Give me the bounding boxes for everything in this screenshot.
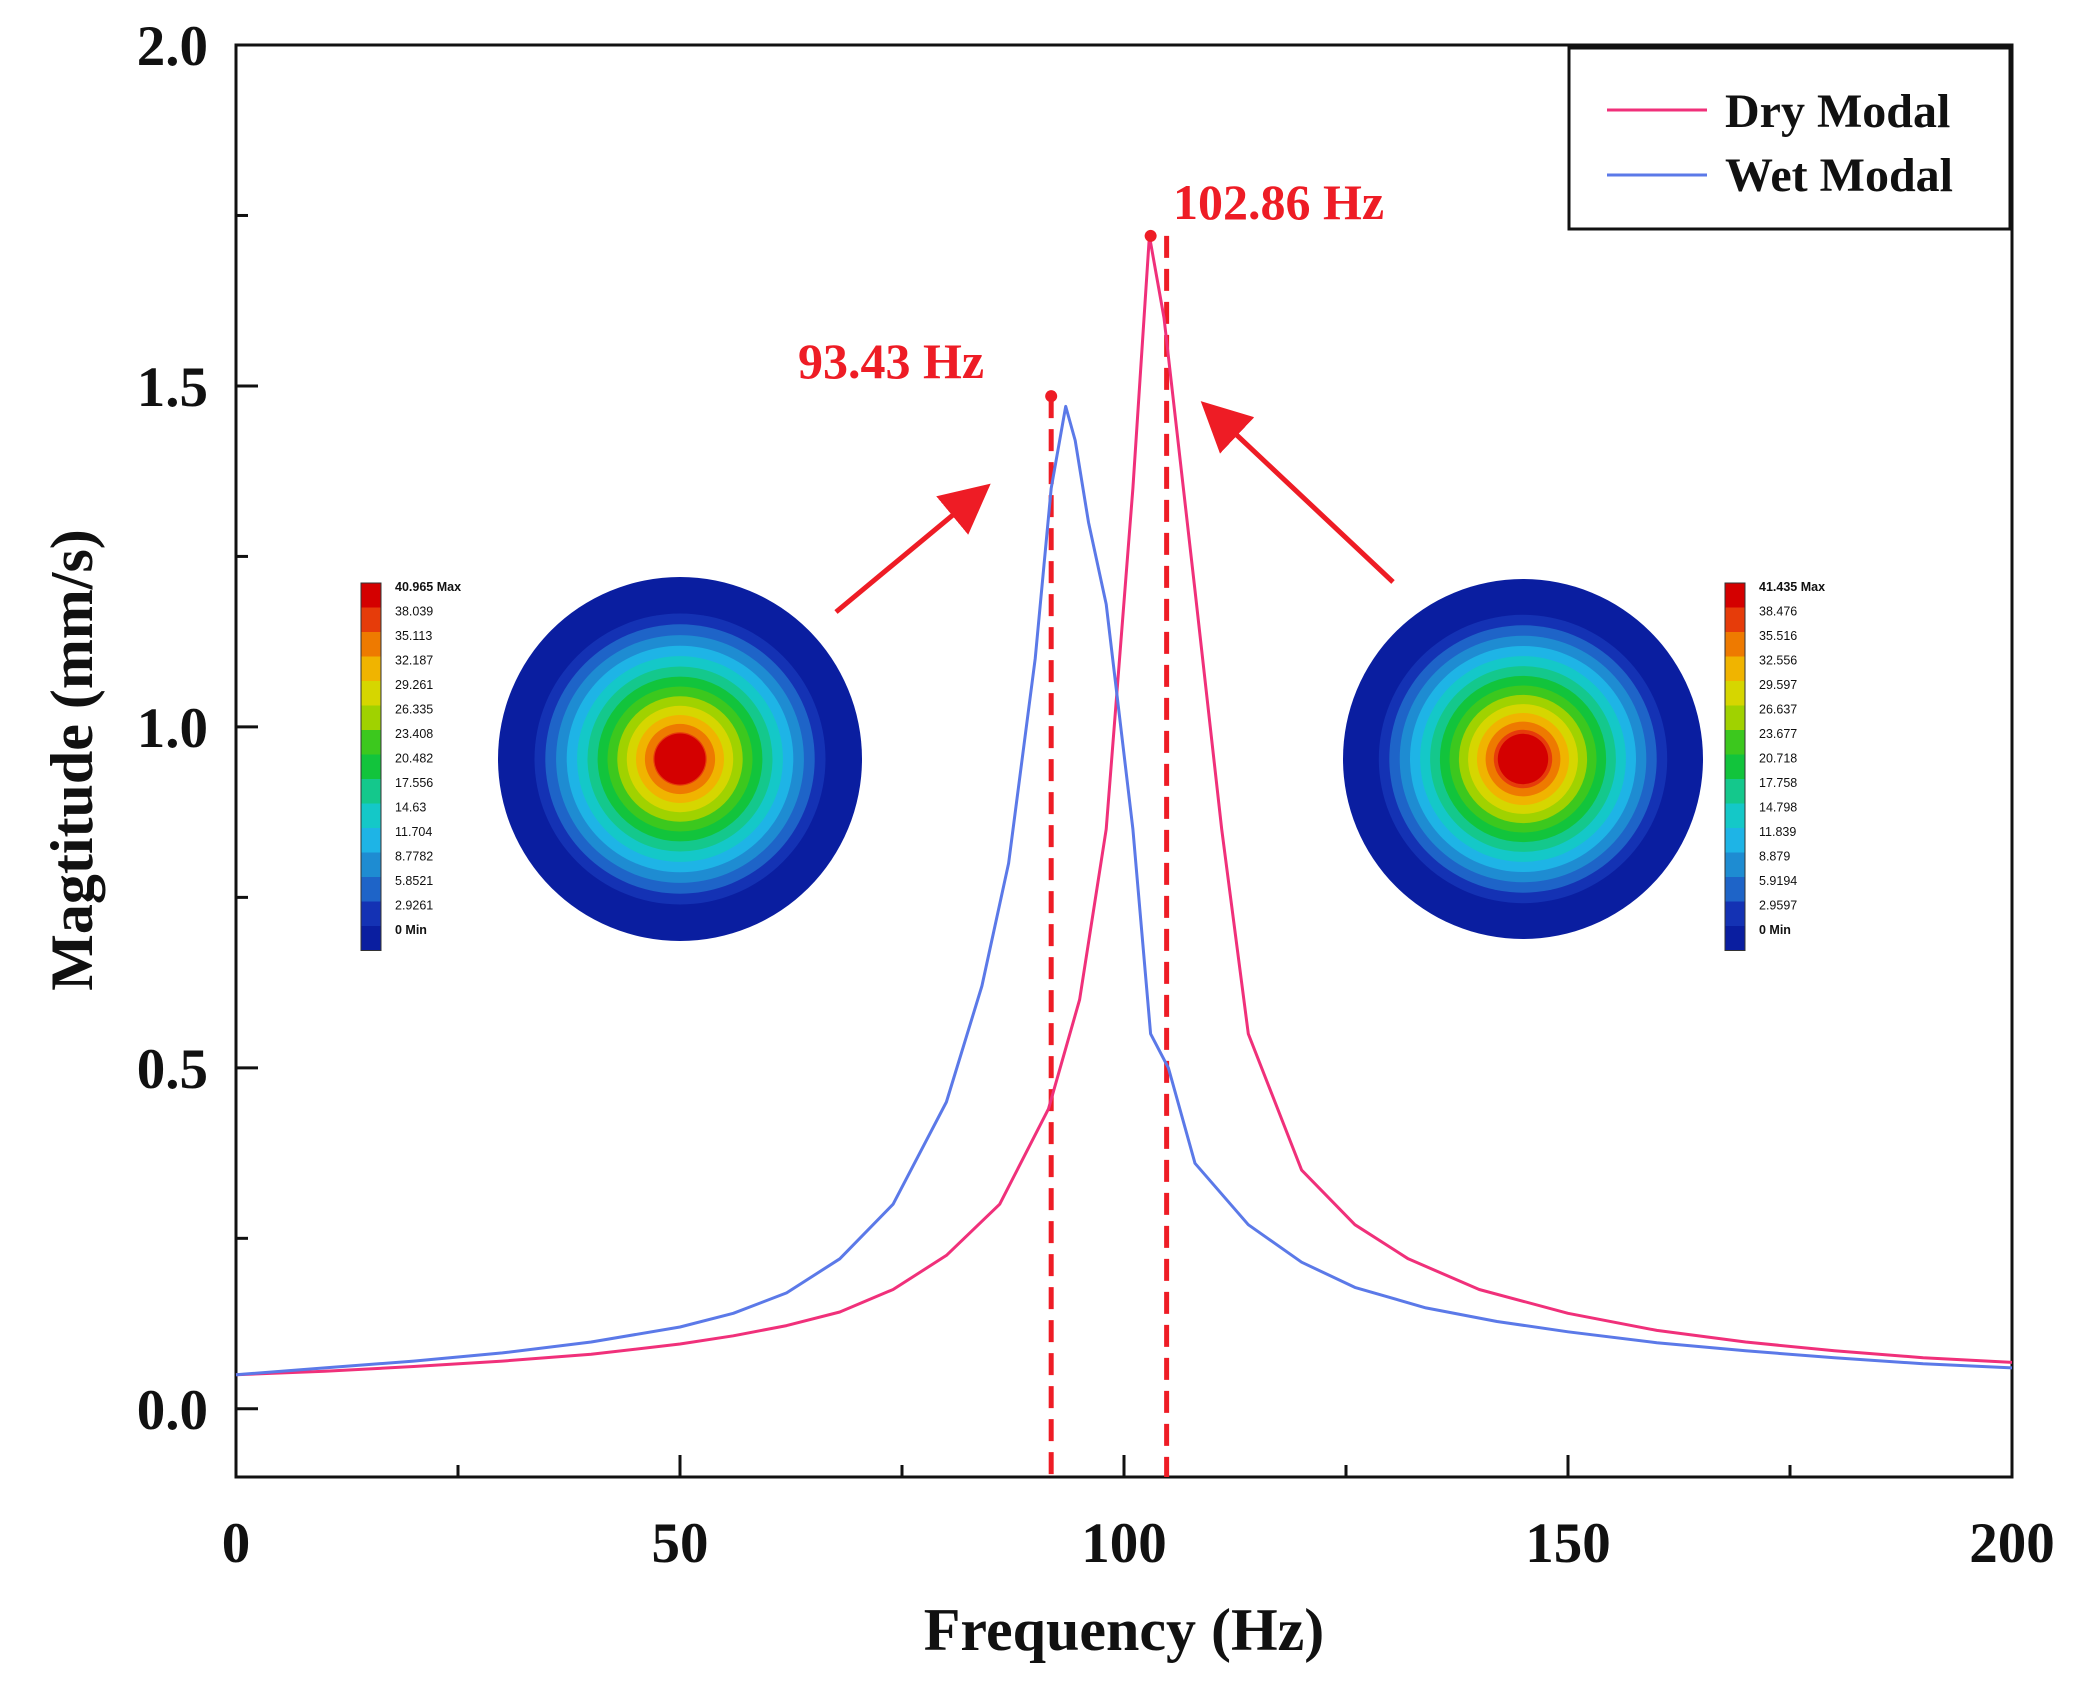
colorbar-segment xyxy=(1725,632,1745,657)
y-tick-label-1: 0.5 xyxy=(137,1038,208,1101)
colorbar-segment xyxy=(361,730,381,755)
colorbar-segment xyxy=(361,926,381,951)
colorbar-label: 20.718 xyxy=(1759,752,1797,766)
colorbar-label: 5.9194 xyxy=(1759,874,1797,888)
series-line-dry-modal xyxy=(235,234,2013,1377)
axis-tick-labels: 0 50 100 150 200 0.0 0.5 1.0 1.5 2.0 xyxy=(137,15,2055,1575)
colorbar-label: 23.677 xyxy=(1759,727,1797,741)
colorbar-label: 17.556 xyxy=(395,776,433,790)
colorbar-frame xyxy=(1724,582,1746,951)
colorbar-segment xyxy=(1725,730,1745,755)
colorbar-label: 8.7782 xyxy=(395,850,433,864)
colorbar-segment xyxy=(361,852,381,877)
colorbar-label: 0 Min xyxy=(1759,923,1791,937)
colorbar-segment xyxy=(361,583,381,608)
colorbar-label: 11.704 xyxy=(395,825,432,839)
colorbar-segment xyxy=(361,632,381,657)
colorbar-label: 20.482 xyxy=(395,752,433,766)
peak-markers xyxy=(1045,229,1157,403)
series-group xyxy=(235,234,2013,1377)
legend-label-wet: Wet Modal xyxy=(1725,149,1953,202)
colorbar-segment xyxy=(361,901,381,926)
y-tick-label-0: 0.0 xyxy=(137,1379,208,1442)
contour-center xyxy=(654,733,706,785)
colorbar-segment xyxy=(361,681,381,706)
colorbar-segment xyxy=(361,656,381,681)
colorbar-label: 0 Min xyxy=(395,923,427,937)
colorbar-segment xyxy=(1725,607,1745,632)
x-tick-label-0: 0 xyxy=(222,1512,251,1575)
peak-label-dry: 102.86 Hz xyxy=(1173,174,1384,230)
legend-label-dry: Dry Modal xyxy=(1725,85,1950,138)
colorbar-segment xyxy=(1725,852,1745,877)
y-axis-title: Magtitude (mm/s) xyxy=(39,529,105,991)
dry-modal-mode-shape: 41.435 Max 38.476 35.516 32.556 29.597 26.637… xyxy=(1343,579,1825,951)
colorbar-label: 32.187 xyxy=(395,654,433,668)
colorbar-label: 26.335 xyxy=(395,703,433,717)
colorbar-segment xyxy=(361,705,381,730)
peak-marker-0 xyxy=(1045,390,1058,403)
colorbar-label: 26.637 xyxy=(1759,703,1797,717)
colorbar-label: 38.476 xyxy=(1759,605,1797,619)
x-tick-label-2: 100 xyxy=(1081,1512,1167,1575)
colorbar-label: 40.965 Max xyxy=(395,580,461,594)
series-line-wet-modal xyxy=(235,404,2013,1377)
contour-center xyxy=(1497,733,1549,785)
colorbar-label: 8.879 xyxy=(1759,850,1790,864)
colorbar-frame xyxy=(360,582,382,951)
colorbar-label: 23.408 xyxy=(395,727,433,741)
peak-label-wet: 93.43 Hz xyxy=(798,333,984,389)
colorbar-label: 29.597 xyxy=(1759,678,1797,692)
colorbar-label: 35.516 xyxy=(1759,629,1797,643)
legend: Dry Modal Wet Modal xyxy=(1567,46,2012,231)
colorbar-segment xyxy=(1725,754,1745,779)
colorbar-segment xyxy=(361,607,381,632)
colorbar-segment xyxy=(1725,705,1745,730)
x-axis-title: Frequency (Hz) xyxy=(924,1597,1324,1663)
colorbar-segment xyxy=(1725,828,1745,853)
x-tick-label-4: 200 xyxy=(1969,1512,2055,1575)
colorbar-label: 5.8521 xyxy=(395,874,433,888)
colorbar-label: 35.113 xyxy=(395,629,432,643)
colorbar-segment xyxy=(1725,656,1745,681)
legend-box xyxy=(1567,46,2012,231)
colorbar-segment xyxy=(1725,779,1745,804)
arrow-dry-inset xyxy=(1200,401,1395,584)
colorbar-segment xyxy=(1725,926,1745,951)
colorbar-segment xyxy=(1725,803,1745,828)
peak-reference-lines xyxy=(1048,235,1170,1477)
colorbar-segment xyxy=(361,779,381,804)
colorbar-label: 11.839 xyxy=(1759,825,1796,839)
colorbar-segment xyxy=(361,877,381,902)
peak-marker-1 xyxy=(1144,229,1157,242)
colorbar-label: 17.758 xyxy=(1759,776,1797,790)
colorbar-label: 29.261 xyxy=(395,678,433,692)
y-tick-label-2: 1.0 xyxy=(137,697,208,760)
x-tick-label-3: 150 xyxy=(1525,1512,1611,1575)
colorbar-segment xyxy=(1725,901,1745,926)
colorbar-segment xyxy=(1725,681,1745,706)
colorbar-label: 14.63 xyxy=(395,801,426,815)
colorbar-segment xyxy=(361,803,381,828)
colorbar-segment xyxy=(1725,877,1745,902)
x-tick-label-1: 50 xyxy=(652,1512,709,1575)
colorbar-segment xyxy=(1725,583,1745,608)
axis-ticks xyxy=(234,43,2014,1477)
colorbar-label: 38.039 xyxy=(395,605,433,619)
colorbar-label: 41.435 Max xyxy=(1759,580,1825,594)
y-tick-label-4: 2.0 xyxy=(137,15,208,78)
colorbar-label: 2.9261 xyxy=(395,899,433,913)
colorbar-label: 32.556 xyxy=(1759,654,1797,668)
colorbar-label: 2.9597 xyxy=(1759,899,1797,913)
colorbar-segment xyxy=(361,828,381,853)
colorbar-label: 14.798 xyxy=(1759,801,1797,815)
wet-modal-mode-shape: 40.965 Max 38.039 35.113 32.187 29.261 26.335… xyxy=(360,577,862,951)
arrow-wet-inset xyxy=(834,483,991,614)
y-tick-label-3: 1.5 xyxy=(137,356,208,419)
colorbar-segment xyxy=(361,754,381,779)
